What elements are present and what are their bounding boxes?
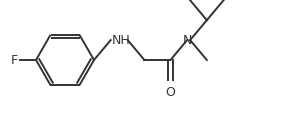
Text: F: F [11,53,18,67]
Text: N: N [183,34,192,47]
Text: O: O [166,86,175,99]
Text: NH: NH [112,34,131,47]
